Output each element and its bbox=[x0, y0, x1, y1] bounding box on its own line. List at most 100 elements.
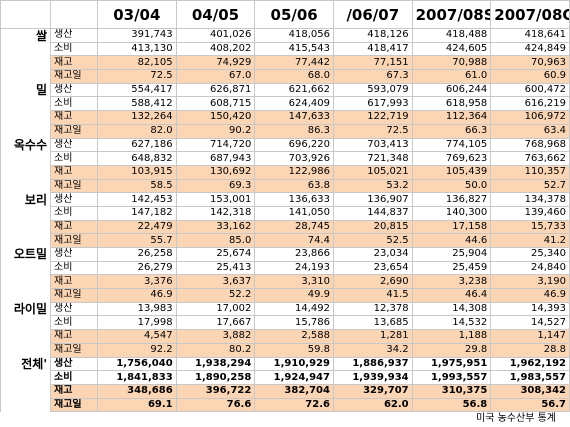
value-cell: 140,300 bbox=[411, 205, 492, 221]
value-cell: 46.9 bbox=[490, 288, 570, 303]
corner-cell bbox=[0, 0, 51, 29]
value-cell: 413,130 bbox=[97, 41, 177, 57]
row-label: 소비 bbox=[50, 315, 98, 331]
row-label: 재고 bbox=[50, 274, 98, 290]
value-cell: 86.3 bbox=[254, 123, 334, 139]
row-label: 소비 bbox=[50, 151, 98, 166]
table-row: 재고 103,915 130,692 122,986 105,021 105,439 110… bbox=[0, 164, 570, 180]
value-cell: 391,743 bbox=[97, 28, 177, 43]
value-cell: 3,190 bbox=[490, 274, 570, 290]
value-cell: 41.2 bbox=[490, 233, 570, 248]
value-cell: 72.5 bbox=[332, 123, 413, 139]
value-cell: 56.7 bbox=[490, 397, 570, 413]
category-cell bbox=[0, 206, 51, 221]
value-cell: 424,605 bbox=[411, 41, 492, 57]
value-cell: 61.0 bbox=[411, 69, 492, 84]
value-cell: 17,998 bbox=[97, 315, 177, 331]
column-header: /06/07 bbox=[332, 0, 413, 29]
value-cell: 396,722 bbox=[175, 383, 256, 399]
value-cell: 90.2 bbox=[175, 123, 256, 139]
value-cell: 63.8 bbox=[254, 178, 334, 194]
table-row: 재고일 72.5 67.0 68.0 67.3 61.0 60.9 bbox=[0, 69, 570, 84]
value-cell: 25,459 bbox=[411, 260, 492, 276]
row-label: 소비 bbox=[50, 370, 98, 385]
row-label: 생산 bbox=[50, 137, 98, 153]
category-cell bbox=[0, 261, 51, 275]
value-cell: 687,943 bbox=[175, 151, 256, 166]
value-cell: 105,021 bbox=[332, 164, 413, 180]
table-row: 재고 348,686 396,722 382,704 329,707 310,375 308… bbox=[0, 383, 570, 399]
value-cell: 618,958 bbox=[411, 96, 492, 112]
value-cell: 153,001 bbox=[175, 192, 256, 207]
category-label: 전체' bbox=[0, 357, 51, 371]
data-table: 03/0404/0505/06/06/072007/08Sep2007/08Oc… bbox=[0, 0, 570, 413]
value-cell: 15,733 bbox=[490, 219, 570, 235]
category-label: 옥수수 bbox=[0, 138, 51, 152]
value-cell: 17,158 bbox=[411, 219, 492, 235]
value-cell: 382,704 bbox=[254, 383, 334, 399]
category-cell bbox=[0, 398, 51, 412]
value-cell: 626,871 bbox=[175, 82, 256, 98]
value-cell: 418,126 bbox=[332, 28, 413, 43]
value-cell: 23,654 bbox=[332, 260, 413, 276]
row-label: 재고일 bbox=[50, 288, 98, 303]
value-cell: 774,105 bbox=[411, 137, 492, 153]
value-cell: 14,308 bbox=[411, 301, 492, 317]
value-cell: 141,050 bbox=[254, 205, 334, 221]
value-cell: 49.9 bbox=[254, 288, 334, 303]
category-cell bbox=[0, 179, 51, 193]
table-row: 밀 생산 554,417 626,871 621,662 593,079 606,244 60… bbox=[0, 82, 570, 98]
value-cell: 554,417 bbox=[97, 82, 177, 98]
row-label: 생산 bbox=[50, 247, 98, 262]
row-label: 재고일 bbox=[50, 233, 98, 248]
value-cell: 12,378 bbox=[332, 301, 413, 317]
value-cell: 1,188 bbox=[411, 329, 492, 344]
row-label: 재고일 bbox=[50, 178, 98, 194]
value-cell: 144,837 bbox=[332, 205, 413, 221]
value-cell: 17,667 bbox=[175, 315, 256, 331]
value-cell: 56.8 bbox=[411, 397, 492, 413]
value-cell: 122,986 bbox=[254, 164, 334, 180]
value-cell: 139,460 bbox=[490, 205, 570, 221]
value-cell: 1,962,192 bbox=[490, 356, 570, 372]
row-label: 생산 bbox=[50, 192, 98, 207]
row-label: 생산 bbox=[50, 28, 98, 43]
value-cell: 58.5 bbox=[97, 178, 177, 194]
value-cell: 136,633 bbox=[254, 192, 334, 207]
row-label: 재고일 bbox=[50, 69, 98, 84]
row-label: 소비 bbox=[50, 260, 98, 276]
table-row: 재고일 69.1 76.6 72.6 62.0 56.8 56.7 bbox=[0, 397, 570, 413]
value-cell: 142,318 bbox=[175, 205, 256, 221]
row-label: 생산 bbox=[50, 82, 98, 98]
value-cell: 136,827 bbox=[411, 192, 492, 207]
value-cell: 53.2 bbox=[332, 178, 413, 194]
value-cell: 67.3 bbox=[332, 69, 413, 84]
table-row: 쌀 생산 391,743 401,026 418,056 418,126 418,488 41… bbox=[0, 28, 570, 43]
row-label: 재고 bbox=[50, 55, 98, 71]
value-cell: 3,882 bbox=[175, 329, 256, 344]
table-row: 옥수수 생산 627,186 714,720 696,220 703,413 774,105… bbox=[0, 137, 570, 153]
value-cell: 85.0 bbox=[175, 233, 256, 248]
row-label: 재고일 bbox=[50, 342, 98, 358]
value-cell: 150,420 bbox=[175, 110, 256, 125]
row-label: 소비 bbox=[50, 96, 98, 112]
table-row: 소비 26,279 25,413 24,193 23,654 25,459 24,840 bbox=[0, 260, 570, 276]
value-cell: 52.7 bbox=[490, 178, 570, 194]
value-cell: 70,988 bbox=[411, 55, 492, 71]
value-cell: 80.2 bbox=[175, 342, 256, 358]
category-cell bbox=[0, 329, 51, 344]
value-cell: 122,719 bbox=[332, 110, 413, 125]
value-cell: 1,910,929 bbox=[254, 356, 334, 372]
column-header: 05/06 bbox=[254, 0, 334, 29]
value-cell: 147,633 bbox=[254, 110, 334, 125]
value-cell: 617,993 bbox=[332, 96, 413, 112]
table-row: 오트밀 생산 26,258 25,674 23,866 23,034 25,904 25,34… bbox=[0, 247, 570, 262]
category-cell bbox=[0, 343, 51, 357]
value-cell: 24,193 bbox=[254, 260, 334, 276]
value-cell: 28,745 bbox=[254, 219, 334, 235]
value-cell: 82.0 bbox=[97, 123, 177, 139]
value-cell: 14,393 bbox=[490, 301, 570, 317]
value-cell: 308,342 bbox=[490, 383, 570, 399]
category-cell bbox=[0, 110, 51, 125]
value-cell: 721,348 bbox=[332, 151, 413, 166]
